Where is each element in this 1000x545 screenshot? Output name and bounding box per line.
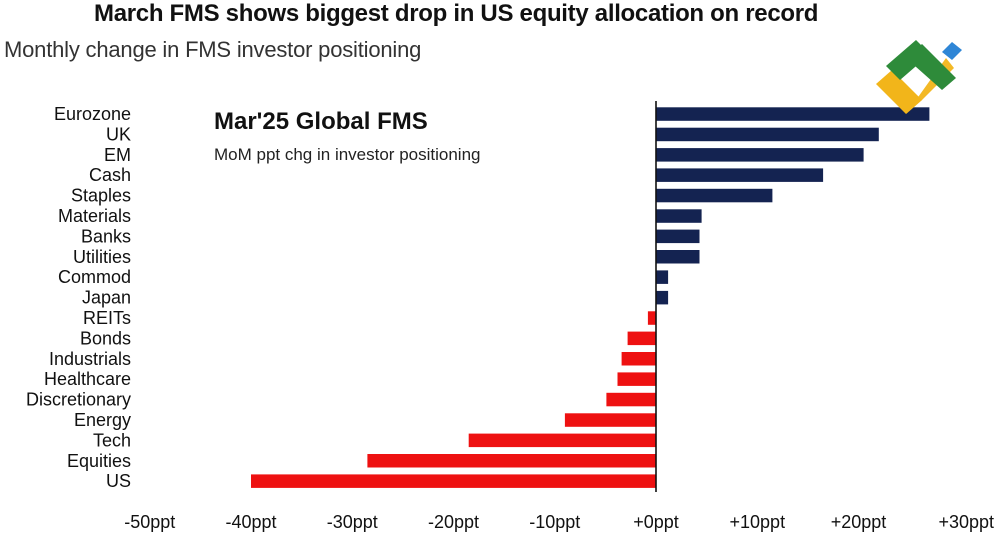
bar-energy <box>564 413 656 427</box>
logo-icon <box>876 40 962 114</box>
category-label-eurozone: Eurozone <box>54 104 131 124</box>
bar-healthcare <box>617 372 656 386</box>
category-label-industrials: Industrials <box>49 349 131 369</box>
tick-label: +0ppt <box>633 512 679 532</box>
category-labels-group: EurozoneUKEMCashStaplesMaterialsBanksUti… <box>26 104 131 491</box>
tick-label: +10ppt <box>730 512 786 532</box>
headline: March FMS shows biggest drop in US equit… <box>94 0 819 27</box>
category-label-uk: UK <box>106 124 131 144</box>
bar-em <box>656 148 864 162</box>
bar-reits <box>647 311 656 325</box>
tick-labels-group: -50ppt -40ppt -30ppt -20ppt -10ppt +0ppt +10pp… <box>124 512 994 532</box>
tick-label: -40ppt <box>225 512 276 532</box>
bar-materials <box>656 209 702 223</box>
bar-industrials <box>621 352 656 366</box>
category-label-equities: Equities <box>67 451 131 471</box>
bar-discretionary <box>606 392 656 407</box>
tick-label: -30ppt <box>327 512 378 532</box>
tick-label: +20ppt <box>831 512 887 532</box>
category-label-discretionary: Discretionary <box>26 390 131 410</box>
category-label-staples: Staples <box>71 186 131 206</box>
chart-subtitle: MoM ppt chg in investor positioning <box>214 145 480 164</box>
category-label-healthcare: Healthcare <box>44 369 131 389</box>
category-label-japan: Japan <box>82 288 131 308</box>
bar-uk <box>656 127 879 142</box>
category-label-banks: Banks <box>81 226 131 246</box>
bar-banks <box>656 229 700 244</box>
bar-equities <box>367 454 656 468</box>
bar-bonds <box>627 331 656 346</box>
category-label-tech: Tech <box>93 430 131 450</box>
category-label-em: EM <box>104 145 131 165</box>
bar-commod <box>656 270 669 284</box>
bar-staples <box>656 188 773 203</box>
subheadline: Monthly change in FMS investor positioni… <box>4 37 422 62</box>
chart-title: Mar'25 Global FMS <box>214 108 428 135</box>
category-label-materials: Materials <box>58 206 131 226</box>
category-label-commod: Commod <box>58 267 131 287</box>
tick-label: -20ppt <box>428 512 479 532</box>
bar-utilities <box>656 250 700 264</box>
bar-eurozone <box>656 107 930 121</box>
tick-label: -10ppt <box>529 512 580 532</box>
category-label-bonds: Bonds <box>80 328 131 348</box>
tick-label: +30ppt <box>938 512 994 532</box>
bar-japan <box>656 290 669 305</box>
bar-cash <box>656 168 824 182</box>
category-label-energy: Energy <box>74 410 131 430</box>
category-label-reits: REITs <box>83 308 131 328</box>
category-label-cash: Cash <box>89 165 131 185</box>
bars-group <box>251 101 930 492</box>
category-label-us: US <box>106 471 131 491</box>
category-label-utilities: Utilities <box>73 247 131 267</box>
tick-label: -50ppt <box>124 512 175 532</box>
bar-us <box>251 474 656 488</box>
bar-tech <box>468 433 656 448</box>
